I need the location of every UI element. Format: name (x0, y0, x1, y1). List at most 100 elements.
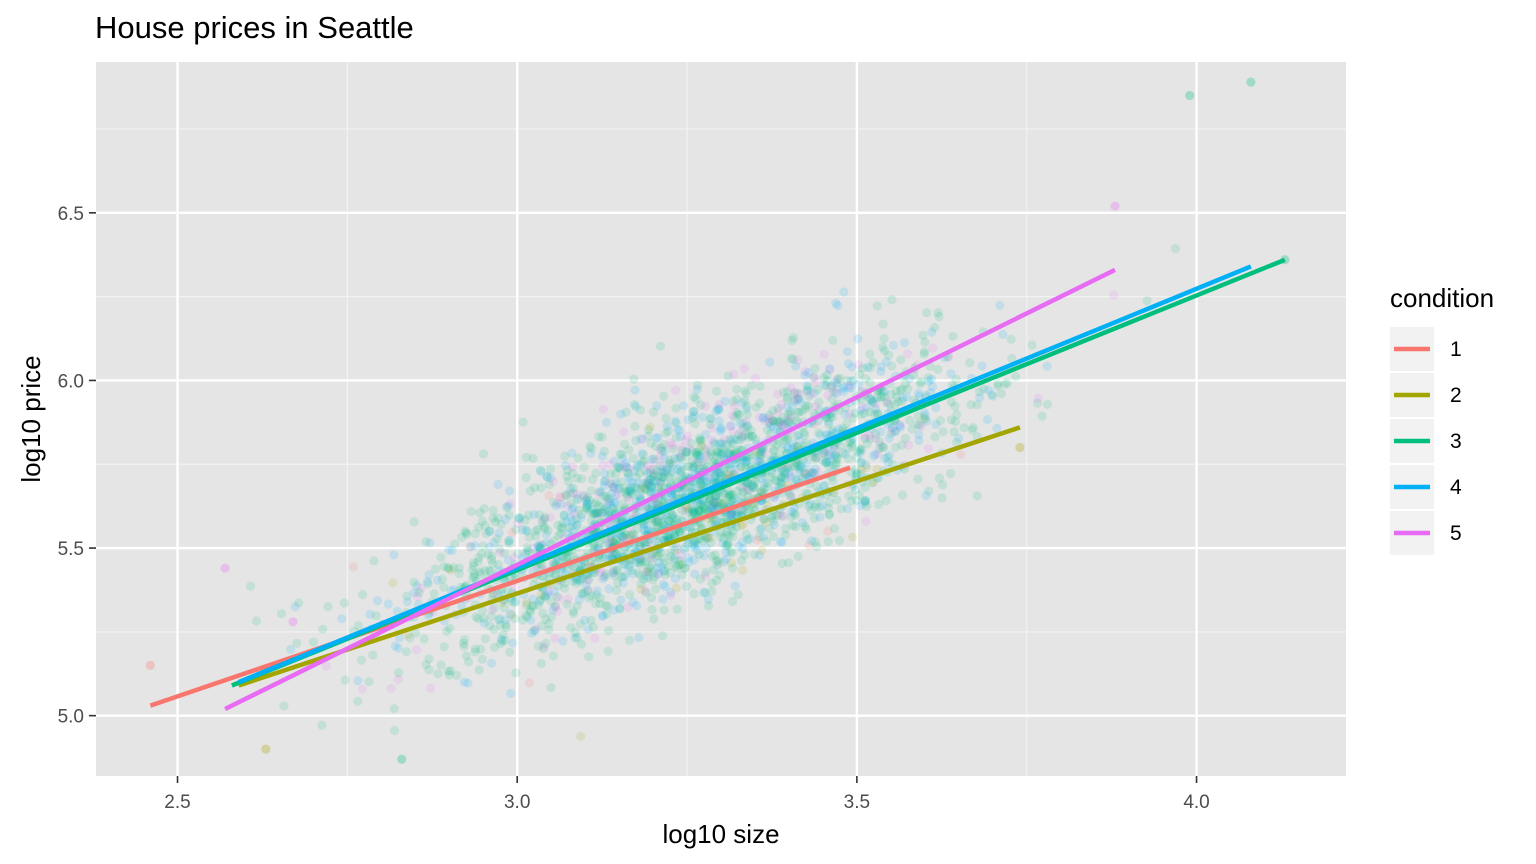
scatter-point (651, 441, 661, 452)
scatter-point (486, 554, 497, 565)
scatter-point (712, 501, 722, 511)
scatter-point (568, 462, 578, 472)
scatter-point (524, 510, 534, 520)
scatter-point (409, 588, 419, 598)
scatter-point (748, 480, 758, 490)
scatter-point (615, 483, 625, 493)
scatter-point (784, 558, 794, 568)
scatter-point (649, 567, 659, 577)
scatter-point (681, 447, 692, 457)
scatter-point (797, 463, 808, 473)
scatter-point (687, 456, 698, 466)
scatter-point (871, 429, 881, 439)
scatter-point (933, 307, 943, 318)
scatter-point (921, 491, 931, 501)
scatter-point (782, 394, 793, 405)
scatter-point (609, 483, 619, 493)
scatter-point (735, 418, 745, 429)
scatter-point (757, 446, 767, 456)
scatter-point (987, 390, 997, 400)
scatter-point (624, 477, 635, 487)
scatter-point (624, 560, 634, 570)
scatter-point (691, 447, 701, 458)
fit-line-condition-4 (237, 264, 1252, 685)
scatter-point (1032, 398, 1043, 408)
x-tick-label: 3.0 (504, 792, 530, 813)
scatter-point (933, 364, 943, 374)
scatter-point (681, 447, 691, 457)
scatter-point (694, 436, 705, 446)
scatter-point (653, 551, 663, 561)
scatter-point (541, 591, 551, 601)
scatter-point (714, 399, 725, 410)
scatter-point (913, 474, 923, 484)
scatter-point (712, 451, 722, 461)
scatter-point (584, 495, 595, 505)
scatter-point (926, 374, 937, 384)
scatter-point (533, 540, 543, 551)
scatter-point (615, 603, 625, 614)
scatter-point (598, 491, 609, 501)
scatter-point (854, 379, 864, 389)
scatter-point (741, 417, 751, 427)
scatter-point (666, 591, 676, 601)
scatter-point (694, 506, 704, 516)
scatter-point (526, 628, 537, 638)
scatter-point (639, 524, 649, 534)
scatter-point (469, 569, 480, 579)
scatter-point (489, 624, 499, 634)
scatter-point (594, 553, 605, 564)
scatter-point (709, 497, 720, 508)
scatter-point (624, 563, 634, 573)
scatter-point (703, 533, 713, 543)
scatter-point (744, 506, 754, 516)
scatter-point (847, 532, 858, 542)
scatter-point (276, 609, 287, 619)
scatter-point (890, 400, 900, 410)
scatter-point (802, 385, 812, 396)
scatter-point (670, 574, 680, 584)
scatter-point (495, 614, 505, 624)
scatter-point (870, 399, 880, 409)
scatter-point (731, 510, 741, 520)
scatter-point (605, 497, 615, 508)
scatter-point (505, 499, 515, 509)
scatter-point (533, 600, 544, 610)
scatter-point (773, 403, 783, 414)
scatter-point (660, 566, 670, 576)
scatter-point (323, 602, 333, 612)
scatter-point (603, 646, 613, 656)
scatter-point (804, 391, 814, 401)
scatter-point (938, 480, 948, 490)
scatter-point (584, 506, 595, 516)
scatter-point (505, 647, 515, 657)
scatter-point (622, 492, 632, 502)
scatter-point (741, 529, 751, 540)
scatter-point (809, 468, 820, 478)
scatter-point (623, 472, 633, 482)
scatter-point (839, 287, 849, 297)
scatter-point (245, 581, 256, 591)
scatter-point (478, 541, 488, 551)
scatter-point (1002, 378, 1012, 388)
scatter-point (938, 427, 948, 437)
scatter-point (789, 388, 799, 399)
scatter-point (473, 557, 483, 567)
scatter-point (825, 412, 836, 422)
scatter-point (551, 501, 561, 511)
scatter-point (759, 412, 769, 423)
scatter-point (661, 428, 671, 438)
scatter-point (998, 329, 1008, 340)
scatter-point (655, 477, 665, 488)
scatter-point (931, 403, 941, 413)
scatter-point (584, 652, 594, 662)
scatter-point (800, 468, 810, 478)
scatter-point (812, 384, 823, 395)
scatter-point (672, 464, 683, 474)
scatter-point (729, 401, 739, 411)
scatter-point (715, 469, 725, 479)
scatter-point (767, 414, 777, 424)
scatter-point (832, 495, 842, 505)
scatter-point (702, 532, 712, 542)
scatter-point (601, 503, 612, 513)
